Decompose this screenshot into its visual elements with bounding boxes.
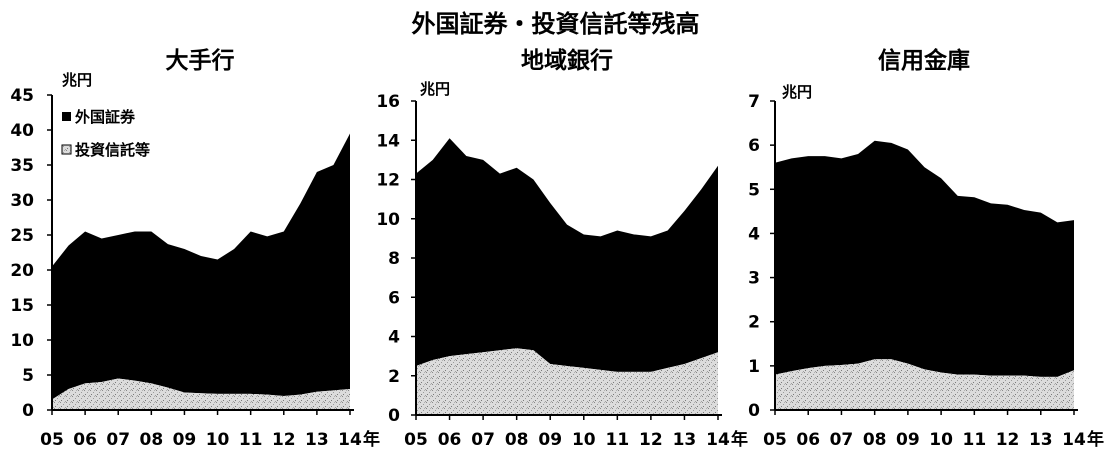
y-tick-label: 16	[376, 92, 400, 112]
y-axis-unit-label: 兆円	[420, 80, 450, 98]
x-tick-label: 12	[272, 430, 296, 450]
x-tick-label: 09	[538, 430, 562, 450]
x-tick-label: 05	[763, 430, 787, 450]
x-tick-label: 09	[173, 430, 197, 450]
x-axis-unit-label: 年	[1087, 429, 1104, 450]
y-tick-label: 30	[10, 191, 34, 211]
x-axis-unit-label: 年	[731, 429, 748, 450]
y-axis-unit-label: 兆円	[782, 83, 812, 101]
y-tick-label: 5	[22, 366, 34, 386]
legend-label-investment-trusts: 投資信託等	[75, 141, 150, 159]
x-tick-label: 06	[796, 430, 820, 450]
area-series-foreign-securities	[416, 138, 718, 372]
y-tick-label: 40	[10, 121, 34, 141]
legend-label-foreign-securities: 外国証券	[74, 108, 136, 126]
chart-subtitle: 地域銀行	[521, 47, 613, 74]
y-tick-label: 0	[22, 401, 34, 421]
chart-subtitle: 信用金庫	[878, 47, 970, 74]
y-tick-label: 25	[10, 226, 34, 246]
y-tick-label: 45	[10, 86, 34, 106]
x-tick-label: 11	[239, 430, 263, 450]
area-series-investment-trusts	[416, 348, 718, 415]
x-tick-label: 05	[404, 430, 428, 450]
y-tick-label: 3	[748, 269, 760, 289]
area-series-investment-trusts	[52, 378, 350, 410]
legend-swatch-investment-trusts	[61, 144, 72, 155]
y-tick-label: 6	[388, 288, 400, 308]
x-tick-label: 05	[40, 430, 64, 450]
y-tick-label: 7	[748, 92, 760, 112]
x-tick-label: 10	[929, 430, 953, 450]
area-series-foreign-securities	[52, 133, 350, 400]
x-tick-label: 11	[605, 430, 629, 450]
x-tick-label: 08	[505, 430, 529, 450]
x-tick-label: 14	[706, 430, 730, 450]
y-tick-label: 6	[748, 136, 760, 156]
x-tick-label: 09	[896, 430, 920, 450]
y-tick-label: 10	[376, 210, 400, 230]
area-series-foreign-securities	[775, 140, 1074, 377]
x-tick-label: 12	[639, 430, 663, 450]
y-axis-unit-label: 兆円	[62, 71, 92, 89]
x-tick-label: 07	[471, 430, 495, 450]
x-tick-label: 06	[73, 430, 97, 450]
y-tick-label: 14	[376, 131, 400, 151]
x-tick-label: 12	[996, 430, 1020, 450]
x-tick-label: 06	[438, 430, 462, 450]
x-tick-label: 08	[863, 430, 887, 450]
x-tick-label: 14	[1062, 430, 1086, 450]
x-tick-label: 08	[139, 430, 163, 450]
x-tick-label: 13	[305, 430, 329, 450]
x-tick-label: 13	[1029, 430, 1053, 450]
y-tick-label: 15	[10, 296, 34, 316]
chart-subtitle: 大手行	[166, 47, 235, 74]
x-tick-label: 10	[572, 430, 596, 450]
x-tick-label: 10	[206, 430, 230, 450]
x-tick-label: 07	[106, 430, 130, 450]
x-axis-unit-label: 年	[363, 429, 380, 450]
y-tick-label: 0	[748, 401, 760, 421]
main-title: 外国証券・投資信託等残高	[411, 10, 700, 38]
legend-swatch-foreign-securities	[62, 112, 71, 121]
y-tick-label: 4	[388, 328, 400, 348]
y-tick-label: 4	[748, 224, 760, 244]
y-tick-label: 8	[388, 249, 400, 269]
x-tick-label: 07	[830, 430, 854, 450]
y-tick-label: 35	[10, 156, 34, 176]
area-series-investment-trusts	[775, 359, 1074, 410]
y-tick-label: 2	[388, 367, 400, 387]
y-tick-label: 10	[10, 331, 34, 351]
x-tick-label: 14	[338, 430, 362, 450]
y-tick-label: 1	[748, 357, 760, 377]
y-tick-label: 0	[388, 406, 400, 426]
x-tick-label: 13	[673, 430, 697, 450]
y-tick-label: 12	[376, 171, 400, 191]
y-tick-label: 2	[748, 313, 760, 333]
y-tick-label: 20	[10, 261, 34, 281]
x-tick-label: 11	[962, 430, 986, 450]
y-tick-label: 5	[748, 180, 760, 200]
